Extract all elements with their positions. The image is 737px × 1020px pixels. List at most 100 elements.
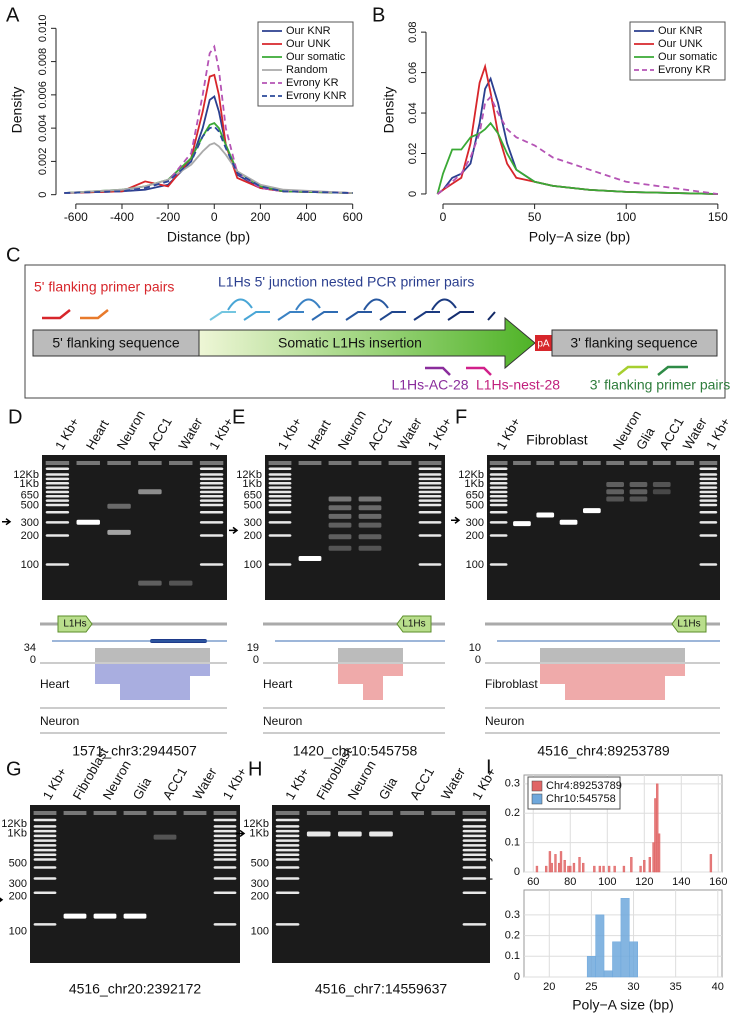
band — [652, 482, 671, 487]
x-tick-label: 20 — [543, 981, 555, 993]
marker-label: 200 — [466, 530, 484, 542]
legend-label: Evrony KR — [286, 77, 339, 89]
track-row: Heart — [40, 677, 70, 691]
y-tick-label: 0.04 — [407, 102, 419, 123]
coverage-min: 0 — [30, 654, 36, 666]
bar — [654, 798, 657, 873]
locus: 4516_chr7:14559637 — [315, 981, 448, 997]
band — [418, 534, 442, 537]
y-tick-label: 0 — [514, 866, 520, 878]
well — [489, 461, 508, 465]
y-tick-label: 0.1 — [505, 837, 520, 849]
x-axis-label: Poly−A size (bp) — [572, 997, 674, 1013]
insertion-arrow — [198, 316, 536, 370]
well — [418, 461, 442, 465]
band — [489, 486, 508, 489]
marker-label: 500 — [244, 500, 262, 512]
band — [107, 503, 131, 509]
band — [418, 482, 442, 485]
band — [462, 923, 487, 926]
primer — [80, 309, 109, 320]
band — [489, 499, 508, 502]
well — [183, 811, 207, 815]
band — [489, 482, 508, 485]
band — [268, 486, 292, 489]
bar — [563, 859, 566, 873]
lane-label: Glia — [130, 774, 155, 802]
x-tick-label: 100 — [598, 876, 616, 888]
y-tick-label: 0.006 — [37, 81, 49, 109]
band — [213, 848, 237, 852]
marker-label: 200 — [21, 530, 39, 542]
band — [33, 818, 57, 822]
band — [298, 555, 322, 561]
lane-label: 1 Kb+ — [275, 415, 305, 452]
band — [699, 467, 718, 470]
reads — [95, 664, 210, 700]
marker-label: 200 — [244, 530, 262, 542]
panel-letter: C — [6, 244, 20, 266]
marker-label: 100 — [9, 925, 27, 937]
y-tick-label: 0.010 — [37, 15, 49, 43]
line — [64, 142, 353, 194]
band — [462, 858, 487, 861]
arrow — [451, 516, 461, 524]
band — [33, 825, 57, 828]
bar — [548, 851, 552, 873]
band — [699, 563, 718, 566]
x-tick-label: 100 — [616, 210, 636, 224]
legend-box — [527, 776, 621, 810]
lane-label: 1 Kb+ — [425, 415, 455, 452]
y-tick-label: 0.02 — [407, 143, 419, 164]
band — [45, 499, 70, 502]
band — [33, 839, 57, 842]
band — [76, 519, 100, 525]
band — [33, 891, 57, 894]
band — [358, 534, 382, 540]
legend-label: Our UNK — [286, 38, 331, 50]
bar — [612, 941, 622, 978]
well — [431, 811, 456, 815]
band — [268, 477, 292, 481]
well — [358, 461, 382, 465]
lane-label: 1 Kb+ — [493, 415, 523, 452]
band — [699, 511, 718, 514]
well — [652, 461, 671, 465]
locus: 1571_chr3:2944507 — [72, 743, 197, 759]
bar — [630, 857, 633, 873]
marker-label: 100 — [244, 559, 262, 571]
band — [268, 521, 292, 524]
band — [213, 844, 237, 847]
band — [629, 489, 648, 495]
marker-label: 300 — [21, 517, 39, 529]
marker-label: 650 — [244, 490, 262, 502]
x-tick-label: 80 — [564, 876, 576, 888]
band — [358, 513, 382, 519]
bar — [572, 862, 576, 873]
line — [64, 125, 353, 194]
track-row: Neuron — [40, 714, 79, 728]
band — [45, 534, 70, 537]
band — [489, 511, 508, 514]
band — [33, 866, 57, 869]
y-tick-label: 0 — [37, 192, 49, 198]
label: L1Hs-AC-28 — [391, 377, 468, 393]
band — [513, 521, 531, 527]
band — [199, 534, 224, 537]
line — [436, 95, 718, 195]
marker-label: 500 — [9, 857, 27, 869]
band — [418, 490, 442, 494]
well — [169, 461, 193, 465]
well — [298, 461, 322, 465]
feature-label: L1Hs — [677, 619, 700, 630]
well — [93, 811, 117, 815]
band — [275, 853, 300, 857]
well — [213, 811, 237, 815]
well — [33, 811, 57, 815]
well — [306, 811, 331, 815]
lane-label: 1 Kb+ — [469, 765, 499, 802]
well — [63, 811, 87, 815]
band — [45, 477, 70, 481]
legend-label: Chr4:89253789 — [546, 780, 622, 792]
lane-label: 1 Kb+ — [40, 765, 70, 802]
